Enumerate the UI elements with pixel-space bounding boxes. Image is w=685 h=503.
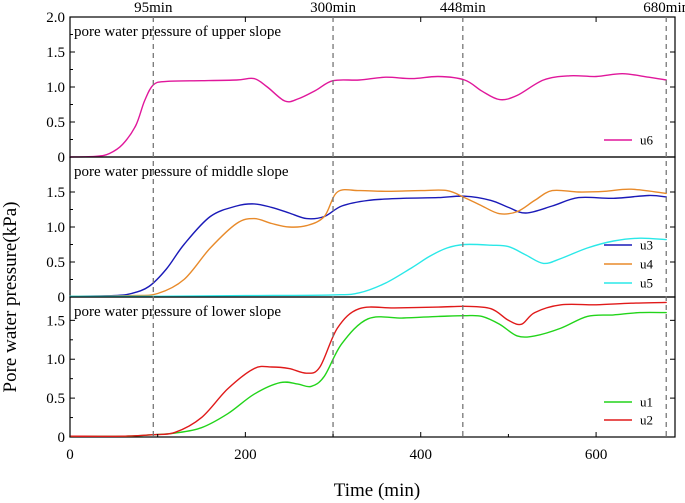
x-tick-label: 400 [409, 447, 432, 463]
panel-lower: 0 0.5 1.0 1.5 pore water pressure of lower s… [46, 296, 676, 446]
legend-label-u1: u1 [640, 395, 653, 410]
y-axis-title: Pore water pressure(kPa) [0, 202, 21, 393]
panel-title-lower: pore water pressure of lower slope [74, 304, 281, 320]
panel-title-upper: pore water pressure of upper slope [74, 24, 281, 40]
y-tick-label: 0 [58, 290, 66, 306]
y-tick-label: 2.0 [46, 10, 65, 26]
y-tick-label: 1.0 [46, 220, 65, 236]
series-line-u2 [69, 301, 667, 438]
legend-label-u4: u4 [640, 257, 654, 272]
legend-label-u2: u2 [640, 413, 653, 428]
panel-title-middle: pore water pressure of middle slope [74, 164, 289, 180]
marker-label-300: 300min [310, 0, 356, 16]
series-line-u4 [69, 188, 667, 297]
legend-label-u3: u3 [640, 238, 653, 253]
legend-label-u5: u5 [640, 276, 653, 291]
panel-frame-lower [69, 296, 676, 438]
y-tick-label: 1.5 [46, 313, 65, 329]
y-tick-label: 0.5 [46, 391, 65, 407]
marker-label-448: 448min [440, 0, 486, 16]
y-tick-label: 1.5 [46, 45, 65, 61]
y-tick-label: 0 [58, 150, 66, 166]
series-line-u3 [69, 194, 667, 297]
marker-label-680: 680min [643, 0, 685, 16]
y-tick-label: 1.0 [46, 80, 65, 96]
legend-label-u6: u6 [640, 133, 654, 148]
x-tick-label: 600 [585, 447, 608, 463]
series-line-u5 [69, 237, 667, 298]
series-line-u6 [69, 72, 667, 158]
panel-upper: 0 0.5 1.0 1.5 2.0 pore water pressure of uppe… [46, 10, 676, 166]
panel-middle: 0 0.5 1.0 1.5 pore water pressure of middle … [46, 156, 676, 306]
y-tick-label: 1.0 [46, 352, 65, 368]
x-tick-label: 200 [234, 447, 257, 463]
y-tick-label: 0.5 [46, 115, 65, 131]
marker-label-95: 95min [134, 0, 173, 16]
x-axis-title: Time (min) [334, 480, 420, 501]
x-tick-label: 0 [66, 447, 74, 463]
y-tick-label: 0.5 [46, 255, 65, 271]
y-tick-label: 0 [58, 430, 66, 446]
y-tick-label: 1.5 [46, 185, 65, 201]
series-line-u1 [69, 311, 667, 438]
